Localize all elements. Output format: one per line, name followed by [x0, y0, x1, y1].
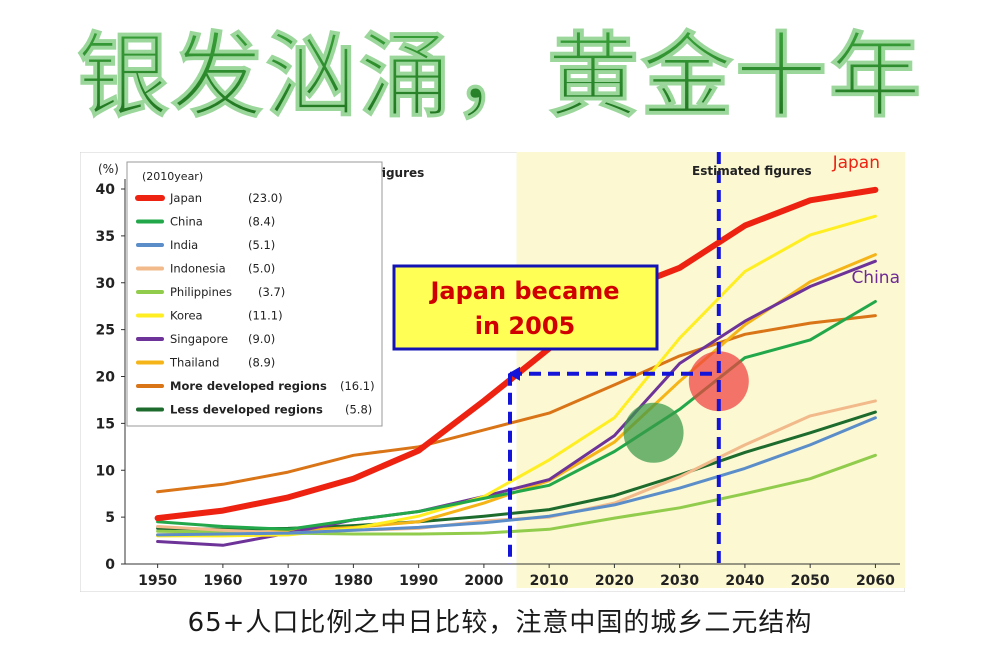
legend-label-philippines: Philippines: [170, 285, 232, 299]
legend-value-singapore: (9.0): [248, 332, 275, 346]
x-tick-label: 2040: [725, 573, 764, 589]
x-axis-ticks: 1950 1960 1970 1980 1990 2000 2010 2020 2030 2040…: [138, 564, 895, 589]
legend-value-india: (5.1): [248, 238, 275, 252]
callout-line-1: Japan became: [428, 277, 619, 305]
y-tick-label: 40: [96, 182, 116, 198]
headline-title: 银发汹涌，黄金十年: [77, 23, 923, 130]
x-tick-label: 2060: [856, 573, 895, 589]
callout-box: Japan became in 2005: [392, 264, 659, 351]
legend-value-less-developed-regions: (5.8): [345, 403, 372, 417]
x-tick-label: 1960: [203, 573, 242, 589]
headline: 银发汹涌，黄金十年: [76, 23, 923, 131]
legend-label-india: India: [170, 238, 198, 252]
series-line-more-developed-regions: [156, 314, 877, 494]
x-tick-label: 1950: [138, 573, 177, 589]
legend-label-thailand: Thailand: [169, 356, 219, 370]
legend-label-singapore: Singapore: [170, 332, 228, 346]
y-tick-label: 35: [96, 229, 115, 245]
legend-value-korea: (11.1): [248, 309, 283, 323]
x-tick-label: 1980: [334, 573, 373, 589]
legend: (2010year) Japan (23.0) China (8.4) India (5.…: [126, 161, 383, 427]
series-line-india: [156, 416, 877, 537]
x-tick-label: 1970: [269, 573, 308, 589]
x-tick-label: 1990: [399, 573, 438, 589]
legend-value-more-developed-regions: (16.1): [340, 379, 375, 393]
x-tick-label: 2020: [595, 573, 634, 589]
legend-title: (2010year): [142, 170, 203, 183]
x-tick-label: 2010: [530, 573, 569, 589]
legend-value-philippines: (3.7): [258, 285, 285, 299]
overlays: Japan China: [508, 152, 900, 564]
legend-label-japan: Japan: [169, 191, 202, 205]
legend-label-more-developed-regions: More developed regions: [170, 379, 327, 393]
series-line-korea: [156, 214, 877, 538]
caption: 65+人口比例之中日比较，注意中国的城乡二元结构: [187, 608, 813, 638]
marker-arrowhead: [508, 366, 520, 381]
legend-label-less-developed-regions: Less developed regions: [170, 403, 323, 417]
y-tick-label: 30: [96, 276, 116, 292]
y-tick-label: 5: [105, 510, 115, 526]
legend-label-indonesia: Indonesia: [170, 262, 226, 276]
series-lines: [154, 186, 879, 547]
legend-value-japan: (23.0): [248, 191, 283, 205]
callout-frame: [392, 264, 659, 351]
x-tick-label: 2000: [464, 573, 503, 589]
x-tick-label: 2050: [791, 573, 830, 589]
legend-value-thailand: (8.9): [248, 356, 275, 370]
y-axis-ticks: 0 5 10 15 20 25 30 35 40: [96, 182, 125, 573]
legend-box: [126, 161, 383, 427]
axes: [124, 179, 900, 565]
series-line-china: [156, 300, 877, 531]
legend-label-china: China: [170, 215, 203, 229]
y-tick-label: 0: [105, 557, 115, 573]
green-circle-marker: [623, 402, 684, 463]
y-tick-label: 20: [96, 370, 116, 386]
aging-population-chart: 0 5 10 15 20 25 30 35 40 1950 1960 1970 1980 1990 200…: [80, 152, 905, 592]
x-tick-label: 2030: [660, 573, 699, 589]
y-tick-label: 25: [96, 323, 115, 339]
estimated-figures-label: Estimated figures: [692, 164, 812, 178]
callout-line-2: in 2005: [475, 312, 575, 340]
end-label-china: China: [851, 268, 900, 288]
y-tick-label: 15: [96, 416, 115, 432]
legend-value-china: (8.4): [248, 215, 275, 229]
legend-value-indonesia: (5.0): [248, 262, 275, 276]
end-label-japan: Japan: [832, 153, 880, 173]
legend-label-korea: Korea: [170, 309, 203, 323]
y-axis-label: (%): [98, 162, 119, 176]
y-tick-label: 10: [96, 463, 116, 479]
